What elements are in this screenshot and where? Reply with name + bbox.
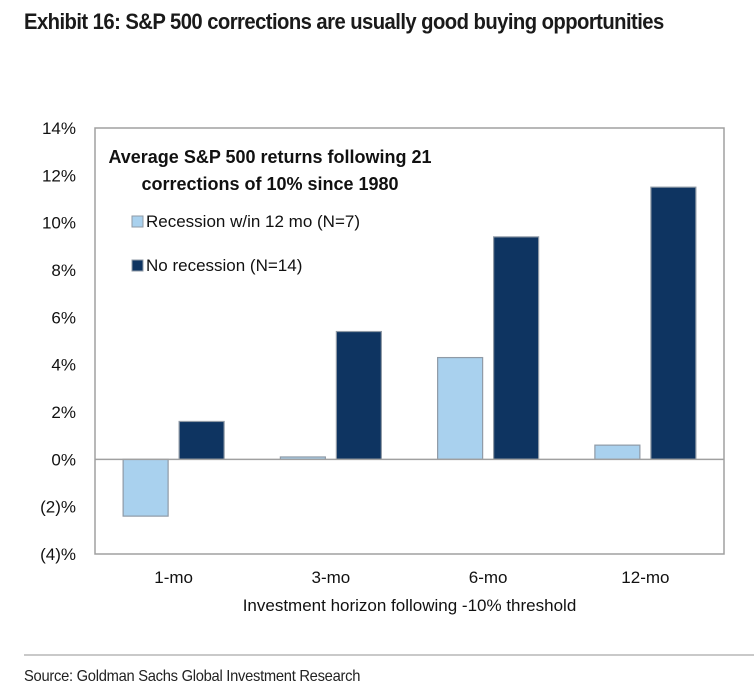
x-tick-label: 12-mo: [621, 568, 669, 587]
y-tick-label: 14%: [42, 119, 76, 138]
x-axis-label: Investment horizon following -10% thresh…: [243, 596, 577, 615]
x-tick-label: 1-mo: [154, 568, 193, 587]
legend-label-recession: Recession w/in 12 mo (N=7): [146, 212, 360, 231]
y-axis: 14% 12% 10% 8% 6% 4% 2% 0% (2)% (4)%: [40, 119, 76, 564]
bar-12-mo-recession: [594, 444, 641, 460]
y-tick-label: 6%: [51, 308, 76, 327]
y-tick-label: 0%: [51, 450, 76, 469]
y-tick-label: 2%: [51, 403, 76, 422]
y-tick-label: 8%: [51, 261, 76, 280]
y-tick-label: (4)%: [40, 545, 76, 564]
exhibit-title: Exhibit 16: S&P 500 corrections are usua…: [24, 9, 664, 34]
bar-3-mo-no-recession: [335, 330, 382, 460]
legend-swatch-recession: [131, 215, 144, 228]
divider: [24, 654, 754, 656]
legend-swatch-no-recession: [131, 259, 144, 272]
x-tick-label: 3-mo: [312, 568, 351, 587]
legend: Recession w/in 12 mo (N=7) No recession (…: [131, 212, 360, 275]
chart-inner-title-line-1: Average S&P 500 returns following 21: [108, 147, 431, 167]
y-tick-label: (2)%: [40, 498, 76, 517]
legend-label-no-recession: No recession (N=14): [146, 256, 302, 275]
bar-6-mo-recession: [437, 356, 484, 460]
bar-12-mo-no-recession: [650, 186, 697, 460]
x-tick-label: 6-mo: [469, 568, 508, 587]
plot-frame: [94, 127, 725, 555]
y-tick-label: 10%: [42, 214, 76, 233]
y-tick-label: 4%: [51, 356, 76, 375]
source-note: Source: Goldman Sachs Global Investment …: [24, 668, 361, 685]
chart-inner-title-line-2: corrections of 10% since 1980: [141, 174, 398, 194]
bar-chart: 14% 12% 10% 8% 6% 4% 2% 0% (2)% (4)% 1-mo 3-mo 6-mo…: [40, 119, 725, 615]
bar-1-mo-no-recession: [178, 420, 225, 460]
x-axis: 1-mo 3-mo 6-mo 12-mo: [154, 568, 669, 587]
bar-6-mo-no-recession: [493, 236, 540, 460]
bars: [122, 186, 697, 517]
bar-1-mo-recession: [122, 458, 169, 517]
y-tick-label: 12%: [42, 166, 76, 185]
